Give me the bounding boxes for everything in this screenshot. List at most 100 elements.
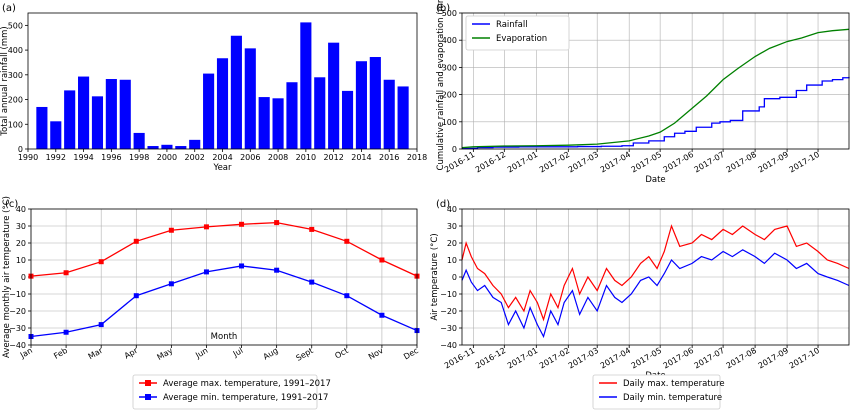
x-tick-label: 2017-03 bbox=[567, 150, 600, 175]
bar bbox=[119, 79, 131, 149]
series-line bbox=[462, 76, 850, 150]
x-tick-label: Nov bbox=[367, 346, 385, 362]
y-tick-label: 100 bbox=[8, 120, 23, 129]
bar bbox=[161, 144, 173, 149]
y-tick-label: 400 bbox=[8, 46, 23, 55]
x-tick-label: 2016 bbox=[379, 153, 399, 162]
x-axis-label: Month bbox=[211, 332, 238, 342]
y-tick-label: 30 bbox=[16, 222, 26, 231]
plot-frame bbox=[461, 208, 850, 346]
data-point bbox=[309, 279, 315, 285]
data-point bbox=[63, 329, 69, 335]
y-tick-label: 20 bbox=[16, 239, 26, 248]
data-point bbox=[98, 259, 104, 265]
x-tick-label: 2017-09 bbox=[757, 150, 790, 175]
legend-entry: Evaporation bbox=[496, 34, 547, 44]
data-point bbox=[63, 270, 69, 276]
data-point bbox=[344, 293, 350, 299]
data-point bbox=[203, 269, 209, 275]
y-tick-label: −20 bbox=[440, 307, 457, 316]
y-tick-label: 40 bbox=[447, 205, 457, 214]
y-tick-label: −10 bbox=[440, 290, 457, 299]
y-axis-label: Average monthly air temperature (°C) bbox=[2, 196, 12, 358]
legend-entry: Rainfall bbox=[496, 20, 528, 30]
y-tick-label: −20 bbox=[9, 307, 26, 316]
bar bbox=[147, 146, 159, 149]
panel-label: (a) bbox=[2, 3, 16, 14]
x-tick-label: 2004 bbox=[212, 153, 232, 162]
series-line bbox=[30, 221, 418, 277]
x-tick-label: 2018 bbox=[407, 153, 427, 162]
y-tick-label: 0 bbox=[21, 273, 26, 282]
bar bbox=[355, 61, 367, 149]
panel-label: (c) bbox=[5, 199, 18, 210]
x-tick-label: 2008 bbox=[268, 153, 288, 162]
plot-frame bbox=[461, 12, 850, 150]
x-tick-label: 2017-07 bbox=[693, 150, 726, 175]
y-tick-label: 500 bbox=[442, 9, 457, 18]
y-axis-label: Cumulative rainfall and evaporation (mm) bbox=[436, 0, 446, 170]
legend-entry: Daily min. temperature bbox=[623, 393, 722, 403]
series-line bbox=[461, 249, 850, 339]
x-axis-label: Year bbox=[213, 163, 233, 173]
y-tick-label: 0 bbox=[452, 145, 457, 154]
data-point bbox=[203, 224, 209, 230]
bar bbox=[91, 96, 104, 149]
data-point bbox=[133, 238, 139, 244]
bar bbox=[105, 79, 117, 149]
data-point bbox=[168, 227, 174, 233]
legend-marker bbox=[145, 380, 151, 386]
data-point bbox=[239, 263, 245, 269]
legend-box bbox=[592, 374, 721, 410]
x-tick-label: Aug bbox=[262, 346, 280, 362]
x-tick-label: 2017-10 bbox=[788, 150, 821, 175]
x-tick-label: 2017-04 bbox=[599, 346, 632, 371]
bar bbox=[341, 90, 354, 149]
x-tick-label: 2006 bbox=[240, 153, 260, 162]
plot-frame bbox=[30, 208, 418, 346]
x-tick-label: 2017-08 bbox=[725, 346, 758, 371]
x-tick-label: 2017-06 bbox=[662, 150, 695, 175]
y-tick-label: 20 bbox=[447, 239, 457, 248]
bar bbox=[258, 97, 270, 149]
y-tick-label: 300 bbox=[8, 71, 23, 80]
legend-box bbox=[132, 374, 318, 410]
y-tick-label: 0 bbox=[452, 273, 457, 282]
x-tick-label: 2017-08 bbox=[725, 150, 758, 175]
x-tick-label: 2017-04 bbox=[599, 150, 632, 175]
series-line bbox=[461, 28, 850, 149]
y-tick-label: −40 bbox=[9, 341, 26, 350]
x-tick-label: 2017-09 bbox=[757, 346, 790, 371]
y-tick-label: −30 bbox=[440, 324, 457, 333]
x-tick-label: 2017-10 bbox=[788, 346, 821, 371]
y-tick-label: −30 bbox=[9, 324, 26, 333]
x-tick-label: 2017-05 bbox=[630, 346, 663, 371]
panel-label: (b) bbox=[436, 3, 450, 14]
data-point bbox=[239, 221, 245, 227]
y-tick-label: 400 bbox=[442, 36, 457, 45]
bar bbox=[230, 35, 242, 149]
data-point bbox=[133, 293, 139, 299]
legend-box bbox=[465, 15, 570, 51]
legend-entry: Daily max. temperature bbox=[623, 379, 725, 389]
x-tick-label: 1994 bbox=[73, 153, 93, 162]
x-tick-label: 2017-02 bbox=[538, 346, 571, 371]
x-tick-label: 2017-06 bbox=[662, 346, 695, 371]
bar bbox=[36, 106, 48, 149]
x-tick-label: 2012 bbox=[323, 153, 343, 162]
panel-label: (d) bbox=[436, 199, 450, 210]
data-point bbox=[274, 220, 280, 226]
x-tick-label: Sept bbox=[294, 346, 314, 363]
bar bbox=[133, 132, 145, 149]
plot-frame bbox=[27, 12, 418, 150]
panel-b-cumulative: 01002003004005002016-112016-122017-01201… bbox=[436, 0, 850, 185]
bar bbox=[272, 98, 284, 149]
x-tick-label: Mar bbox=[87, 346, 105, 362]
x-tick-label: 2017-05 bbox=[630, 150, 663, 175]
x-tick-label: 2017-02 bbox=[538, 150, 571, 175]
x-tick-label: Dec bbox=[402, 346, 420, 362]
series-line bbox=[461, 224, 850, 322]
bar bbox=[244, 48, 256, 149]
